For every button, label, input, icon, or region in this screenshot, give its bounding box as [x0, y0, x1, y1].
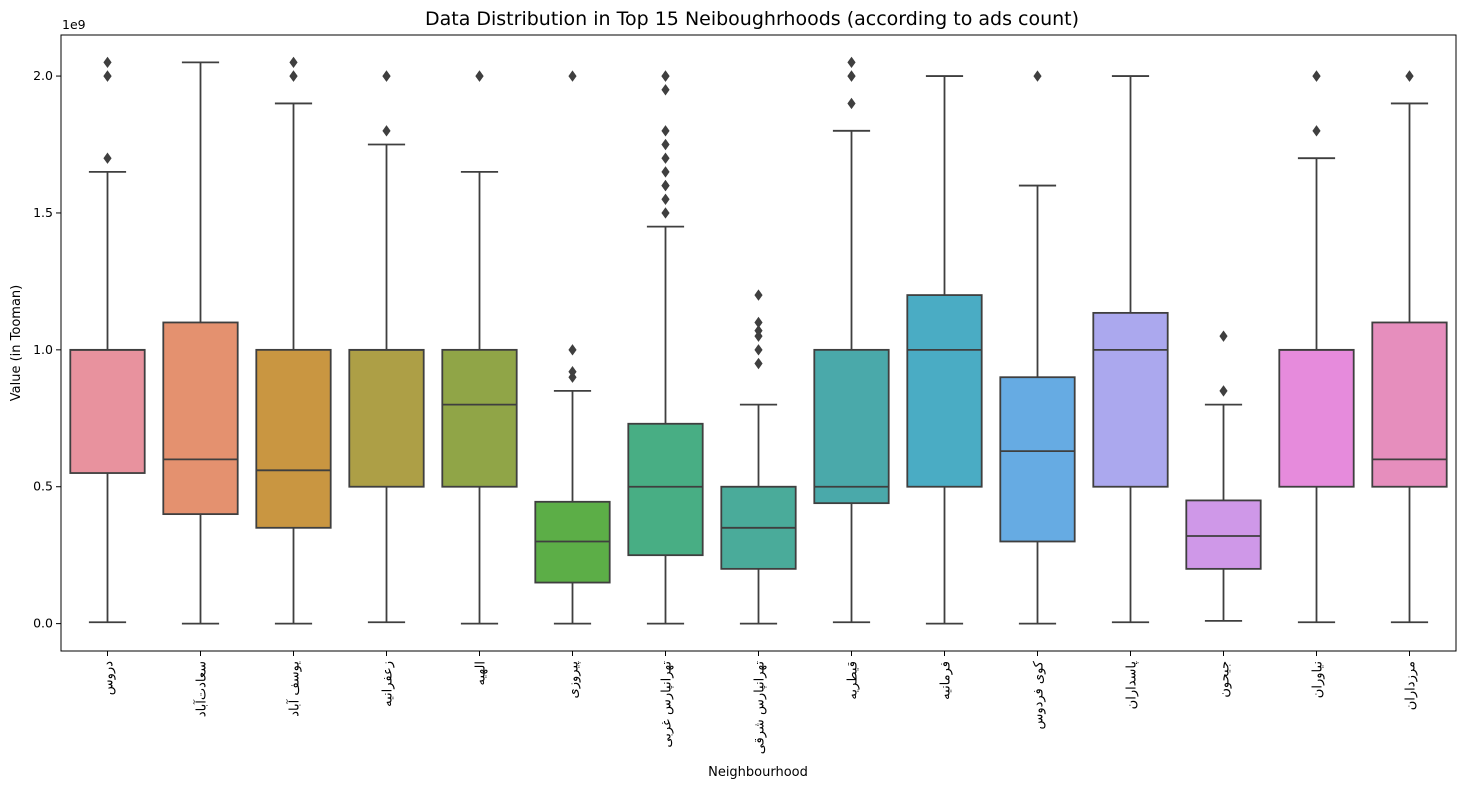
x-tick-label: مرزداران [1404, 661, 1419, 710]
outlier-point [847, 97, 856, 110]
outlier-point [103, 70, 112, 82]
outlier-point [568, 366, 577, 378]
outlier-point [754, 357, 763, 370]
outlier-point [661, 179, 670, 192]
y-tick-label: 0.5 [33, 479, 53, 494]
outlier-point [475, 70, 484, 82]
box [1278, 348, 1355, 488]
outlier-point [847, 70, 856, 82]
x-tick-label: فرمانیه [939, 661, 954, 700]
box [627, 422, 704, 557]
outlier-point [661, 125, 670, 137]
y-offset-label: 1e9 [62, 17, 86, 32]
outlier-point [754, 344, 763, 356]
outlier-point [661, 84, 670, 96]
box [906, 294, 983, 488]
x-tick-label: جیحون [1218, 661, 1233, 698]
x-tick-label: الهیه [474, 661, 489, 685]
box [441, 348, 518, 488]
box [348, 348, 425, 488]
outlier-point [661, 152, 670, 164]
x-tick-label: قیطریه [846, 661, 861, 700]
outlier-point [661, 193, 670, 205]
outlier-point [289, 70, 298, 82]
box [255, 348, 332, 529]
plot-area [69, 56, 1448, 625]
x-tick-label: زعفرانیه [381, 661, 396, 707]
y-tick-label: 0.0 [33, 616, 53, 631]
outlier-point [1405, 70, 1414, 82]
outlier-point [382, 125, 391, 137]
chart-title: Data Distribution in Top 15 Neiboughrhoo… [425, 8, 1079, 30]
outlier-point [661, 70, 670, 82]
box [1185, 499, 1262, 570]
outlier-point [1219, 330, 1228, 342]
y-tick-label: 1.0 [33, 342, 53, 357]
x-tick-label: سعادت‌آباد [193, 661, 210, 717]
box [813, 348, 890, 505]
y-tick-label: 2.0 [33, 68, 53, 83]
outlier-point [847, 56, 856, 69]
outlier-point [754, 316, 763, 329]
outlier-point [103, 56, 112, 69]
x-tick-label: کوی فردوس [1032, 660, 1047, 729]
outlier-point [382, 70, 391, 82]
outlier-point [289, 56, 298, 69]
box [1371, 321, 1448, 488]
y-axis-label: Value (in Tooman) [9, 285, 24, 401]
outlier-point [661, 207, 670, 219]
outlier-point [661, 138, 670, 151]
x-tick-label: دروس [102, 661, 117, 695]
y-tick-label: 1.5 [33, 205, 53, 220]
outlier-point [661, 166, 670, 178]
box [69, 348, 146, 474]
x-axis-label: Neighbourhood [708, 765, 808, 780]
x-tick-label: نیاوران [1311, 661, 1326, 698]
box [1092, 311, 1169, 488]
outlier-point [103, 152, 112, 164]
x-tick-label: یوسف آباد [286, 661, 303, 717]
box [999, 376, 1076, 543]
outlier-point [1219, 385, 1228, 397]
outlier-point [1312, 125, 1321, 137]
outlier-point [568, 70, 577, 82]
box [162, 321, 239, 516]
outlier-point [1312, 70, 1321, 82]
x-tick-label: پاسداران [1125, 661, 1140, 710]
outlier-point [1033, 70, 1042, 82]
outlier-point [754, 289, 763, 301]
outlier-point [568, 344, 577, 356]
x-tick-label: پیروزی [567, 661, 582, 699]
outlier-point [754, 324, 763, 337]
x-tick-label: تهرانپارس غربی [660, 661, 675, 748]
x-tick-label: تهرانپارس شرقی [753, 661, 768, 755]
